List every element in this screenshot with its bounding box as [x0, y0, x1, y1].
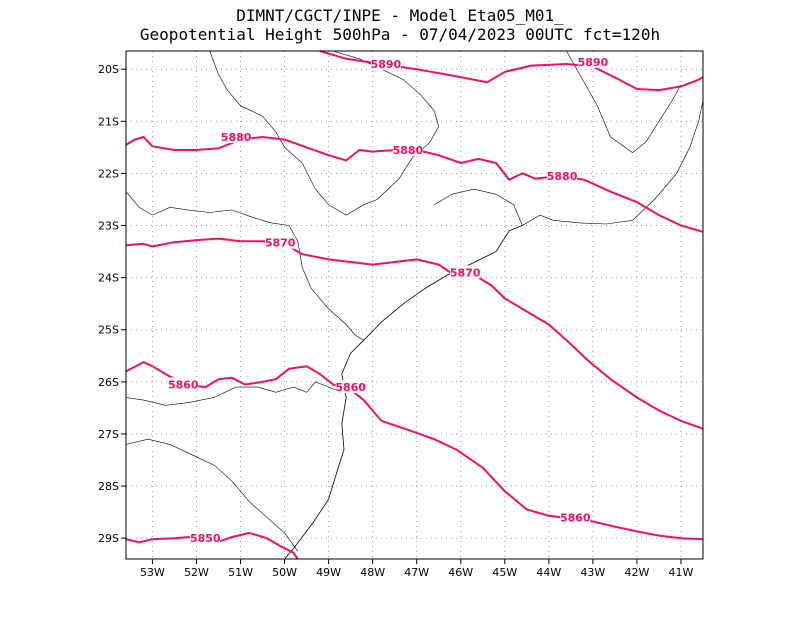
x-tick-label: 51W — [228, 566, 253, 579]
axis-ticks: 53W 52W 51W 50W 49W 48W 47W 46W 45W 44W 43W 42W 41W 2… — [98, 63, 694, 579]
x-tick-label: 50W — [272, 566, 297, 579]
state-border-1 — [125, 191, 364, 341]
x-tick-label: 47W — [404, 566, 429, 579]
y-tick-label: 28S — [98, 480, 119, 493]
state-border-4 — [332, 50, 440, 200]
x-tick-label: 45W — [492, 566, 517, 579]
y-tick-label: 22S — [98, 167, 119, 180]
contour-label-5870: 5870 — [265, 237, 296, 250]
x-tick-label: 49W — [316, 566, 341, 579]
y-tick-label: 27S — [98, 428, 119, 441]
y-tick-label: 29S — [98, 532, 119, 545]
state-border-5 — [434, 188, 523, 226]
x-tick-label: 48W — [360, 566, 385, 579]
contour-label-5860: 5860 — [168, 378, 199, 391]
x-tick-label: 44W — [536, 566, 561, 579]
state-border-7 — [553, 100, 704, 225]
contour-label-5890: 5890 — [371, 58, 402, 71]
coastline — [284, 225, 523, 560]
y-tick-label: 20S — [98, 63, 119, 76]
gridlines — [126, 51, 703, 559]
contours — [125, 50, 704, 560]
chart-title: DIMNT/CGCT/INPE - Model Eta05_M01_ — [236, 6, 564, 25]
contour-label-5860: 5860 — [560, 511, 591, 524]
contour-label-5870: 5870 — [450, 266, 481, 279]
contour-label-bg — [547, 169, 578, 183]
contour-label-bg — [370, 57, 401, 71]
contour-label-5860: 5860 — [335, 381, 366, 394]
contour-label-5880: 5880 — [221, 131, 252, 144]
x-tick-label: 41W — [669, 566, 694, 579]
contour-label-bg — [168, 377, 199, 391]
x-tick-label: 53W — [140, 566, 165, 579]
contour-labels: 5890 5890 5880 5880 5880 5870 5870 5860 5860 5860… — [168, 54, 609, 545]
contour-label-bg — [560, 510, 591, 524]
contour-label-bg — [450, 265, 481, 279]
state-border-3 — [125, 438, 299, 552]
contour-label-bg — [577, 54, 608, 68]
x-tick-label: 46W — [448, 566, 473, 579]
y-tick-label: 21S — [98, 115, 119, 128]
chart-subtitle: Geopotential Height 500hPa - 07/04/2023 … — [139, 25, 661, 44]
state-border-8 — [522, 214, 554, 226]
state-border-6 — [566, 50, 682, 153]
y-tick-label: 25S — [98, 324, 119, 337]
contour-label-bg — [335, 380, 366, 394]
x-tick-label: 43W — [580, 566, 605, 579]
contour-label-5890: 5890 — [578, 56, 609, 69]
plot-frame — [125, 50, 704, 560]
contour-label-bg — [221, 129, 252, 143]
contour-label-bg — [190, 531, 221, 545]
state-border-2 — [125, 381, 342, 406]
contour-label-5880: 5880 — [547, 170, 578, 183]
y-tick-label: 26S — [98, 376, 119, 389]
geography — [125, 50, 704, 560]
contour-label-5850: 5850 — [190, 532, 221, 545]
contour-label-bg — [392, 142, 423, 156]
x-tick-label: 52W — [184, 566, 209, 579]
contour-5860 — [125, 361, 704, 541]
x-tick-label: 42W — [624, 566, 649, 579]
state-border-0 — [209, 50, 378, 216]
contour-label-bg — [265, 235, 296, 249]
y-tick-label: 23S — [98, 220, 119, 233]
contour-5870 — [125, 237, 704, 430]
y-tick-label: 24S — [98, 272, 119, 285]
contour-label-5880: 5880 — [393, 144, 424, 157]
